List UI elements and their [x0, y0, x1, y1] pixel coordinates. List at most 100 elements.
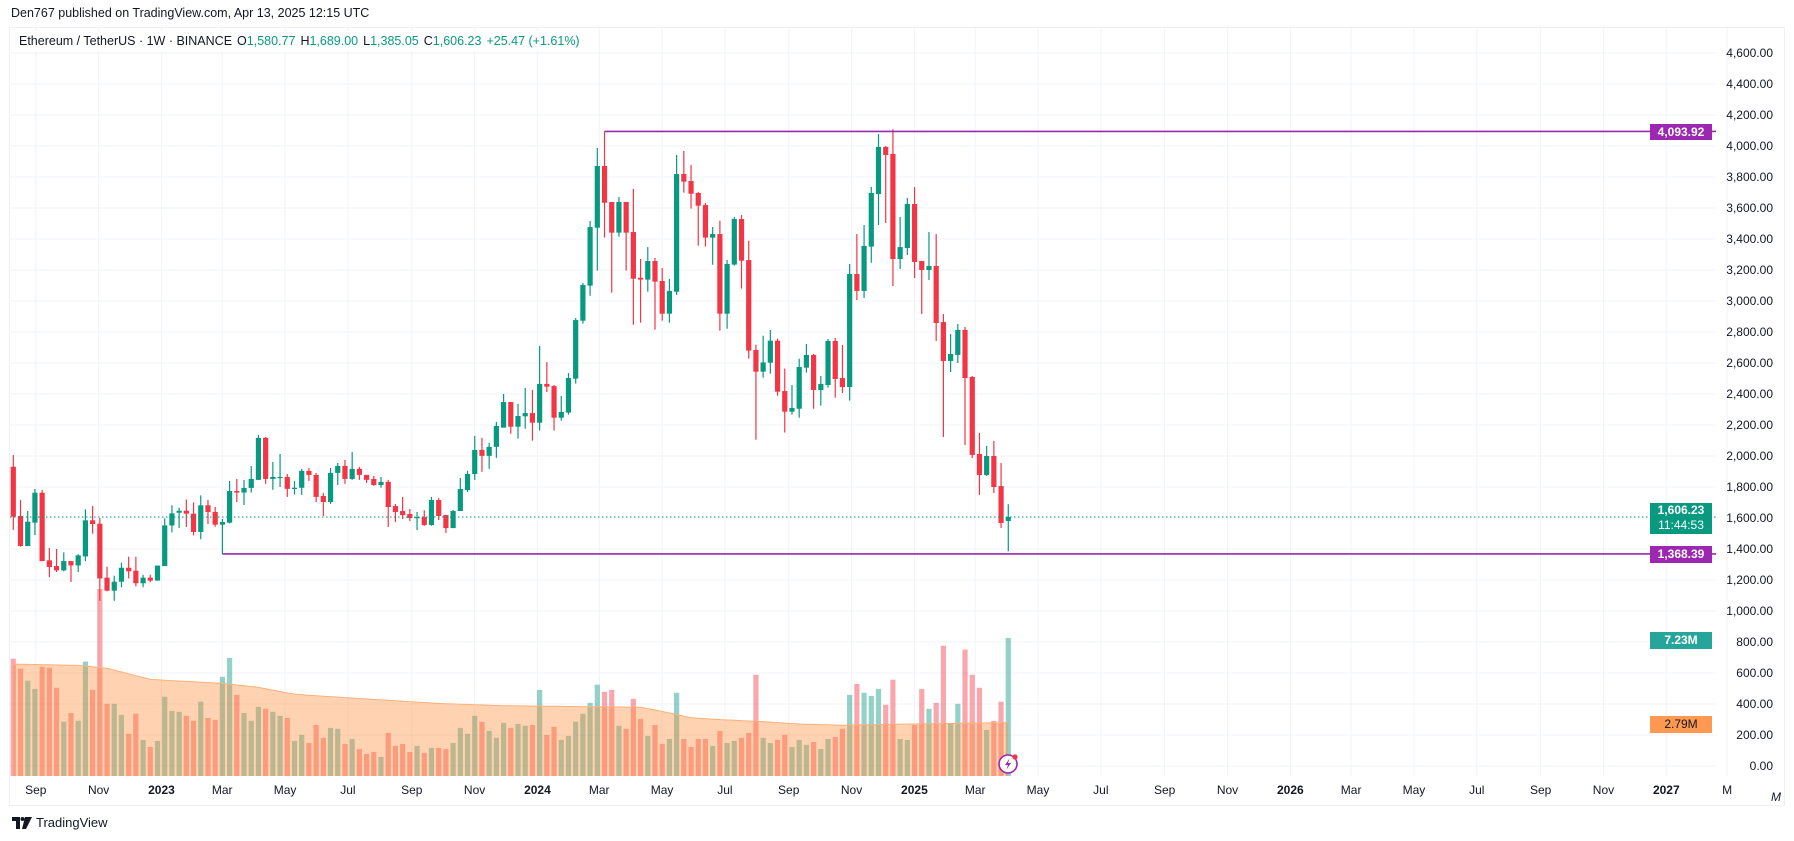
candle-body	[911, 203, 918, 262]
candle-body	[219, 522, 225, 525]
candle-body	[695, 192, 701, 206]
volume-bar	[796, 739, 802, 776]
lightning-icon[interactable]	[998, 754, 1018, 774]
price-tick-label: 200.00	[1736, 728, 1773, 742]
volume-bar	[39, 666, 45, 776]
candle-body	[544, 383, 550, 387]
candle-body	[277, 476, 283, 479]
price-tick-label: 4,600.00	[1726, 46, 1773, 60]
volume-bar	[854, 683, 860, 776]
volume-bar	[753, 674, 759, 776]
time-tick-label: Mar	[965, 783, 986, 797]
volume-ma	[13, 663, 1009, 776]
candle-body	[82, 520, 88, 557]
symbol-title[interactable]: Ethereum / TetherUS · 1W · BINANCE	[19, 34, 233, 48]
candle-body	[926, 265, 932, 270]
price-tick-label: 0.00	[1750, 759, 1774, 773]
volume-bar	[782, 734, 788, 776]
price-tick-label: 800.00	[1736, 635, 1773, 649]
candle-body	[875, 146, 882, 195]
candle-body	[270, 476, 276, 479]
candle-body	[198, 505, 204, 532]
candle-body	[97, 523, 103, 579]
candle-body	[104, 577, 110, 591]
volume-bar	[68, 712, 74, 776]
volume-bar	[385, 732, 391, 776]
time-tick-label: 2023	[148, 783, 175, 797]
last-price-value: 1,606.23	[1657, 503, 1705, 517]
volume-bar	[746, 732, 752, 776]
volume-bar	[919, 688, 925, 776]
price-tick-label: 1,200.00	[1726, 573, 1773, 587]
change-value: +25.47 (+1.61%)	[486, 34, 580, 48]
candle-body	[883, 146, 889, 155]
candle-body	[53, 566, 60, 571]
volume-bar	[104, 703, 110, 776]
candle-body	[17, 515, 24, 547]
time-tick-label: 2025	[901, 783, 928, 797]
time-tick-label: May	[1403, 783, 1426, 797]
price-tick-label: 4,000.00	[1726, 139, 1773, 153]
bar-countdown: 11:44:53	[1658, 518, 1704, 532]
time-tick-label: Mar	[1341, 783, 1362, 797]
candle-body	[868, 192, 874, 247]
candle-body	[738, 219, 745, 261]
time-tick-label: Sep	[778, 783, 800, 797]
volume-bar	[818, 749, 824, 776]
candle-body	[162, 525, 168, 567]
volume-bar	[984, 729, 990, 776]
low-label: L	[363, 34, 371, 48]
volume-bar	[616, 725, 622, 776]
candle-body	[796, 367, 802, 409]
candle-body	[962, 329, 968, 379]
footer-brand[interactable]: TradingView	[12, 815, 108, 830]
time-tick-label: May	[274, 783, 297, 797]
candle-body	[140, 577, 146, 584]
candle-body	[515, 416, 521, 427]
candle-body	[464, 473, 471, 491]
time-tick-label: 2024	[524, 783, 551, 797]
volume-bar	[443, 749, 449, 776]
volume-bar	[75, 720, 81, 776]
candle-body	[1005, 517, 1011, 521]
candle-body	[212, 511, 218, 525]
volume-bar	[378, 756, 384, 776]
time-tick-label: 2027	[1653, 783, 1680, 797]
volume-bar	[630, 698, 636, 776]
volume-bar	[991, 720, 997, 776]
volume-bar	[183, 715, 189, 776]
volume-bar	[847, 694, 853, 776]
candle-body	[890, 153, 896, 259]
price-tick-label: 400.00	[1736, 697, 1773, 711]
volume-ma-area	[13, 664, 1009, 776]
volume-bar	[522, 725, 528, 776]
volume-bar	[839, 728, 846, 776]
volume-bar	[277, 715, 283, 776]
volume-unit-label: M	[1771, 790, 1781, 804]
published-info: Den767 published on TradingView.com, Apr…	[11, 6, 370, 20]
symbol-legend: Ethereum / TetherUS · 1W · BINANCE O1,58…	[13, 31, 586, 51]
volume-bar	[198, 701, 204, 776]
open-value: 1,580.77	[246, 34, 296, 48]
low-value: 1,385.05	[370, 34, 419, 48]
candle-body	[803, 354, 809, 368]
candle-body	[976, 453, 983, 476]
close-value: 1,606.23	[432, 34, 482, 48]
candle-body	[825, 340, 831, 386]
candle-body	[32, 492, 38, 523]
candle-body	[169, 513, 175, 526]
price-tick-label: 3,600.00	[1726, 201, 1773, 215]
candle-body	[299, 470, 305, 488]
candle-body	[609, 201, 615, 233]
candle-body	[940, 322, 946, 361]
price-tick-label: 600.00	[1736, 666, 1773, 680]
price-axis: 0.00 200.00 400.00 600.00 800.00 1,000.00 1,20…	[1726, 46, 1773, 773]
time-tick-label: Jul	[717, 783, 732, 797]
candle-body	[702, 205, 709, 238]
candle-body	[421, 517, 427, 525]
candle-body	[731, 219, 737, 265]
candle-body	[500, 402, 507, 428]
volume-bar	[190, 720, 197, 776]
volume-bar	[436, 747, 442, 776]
